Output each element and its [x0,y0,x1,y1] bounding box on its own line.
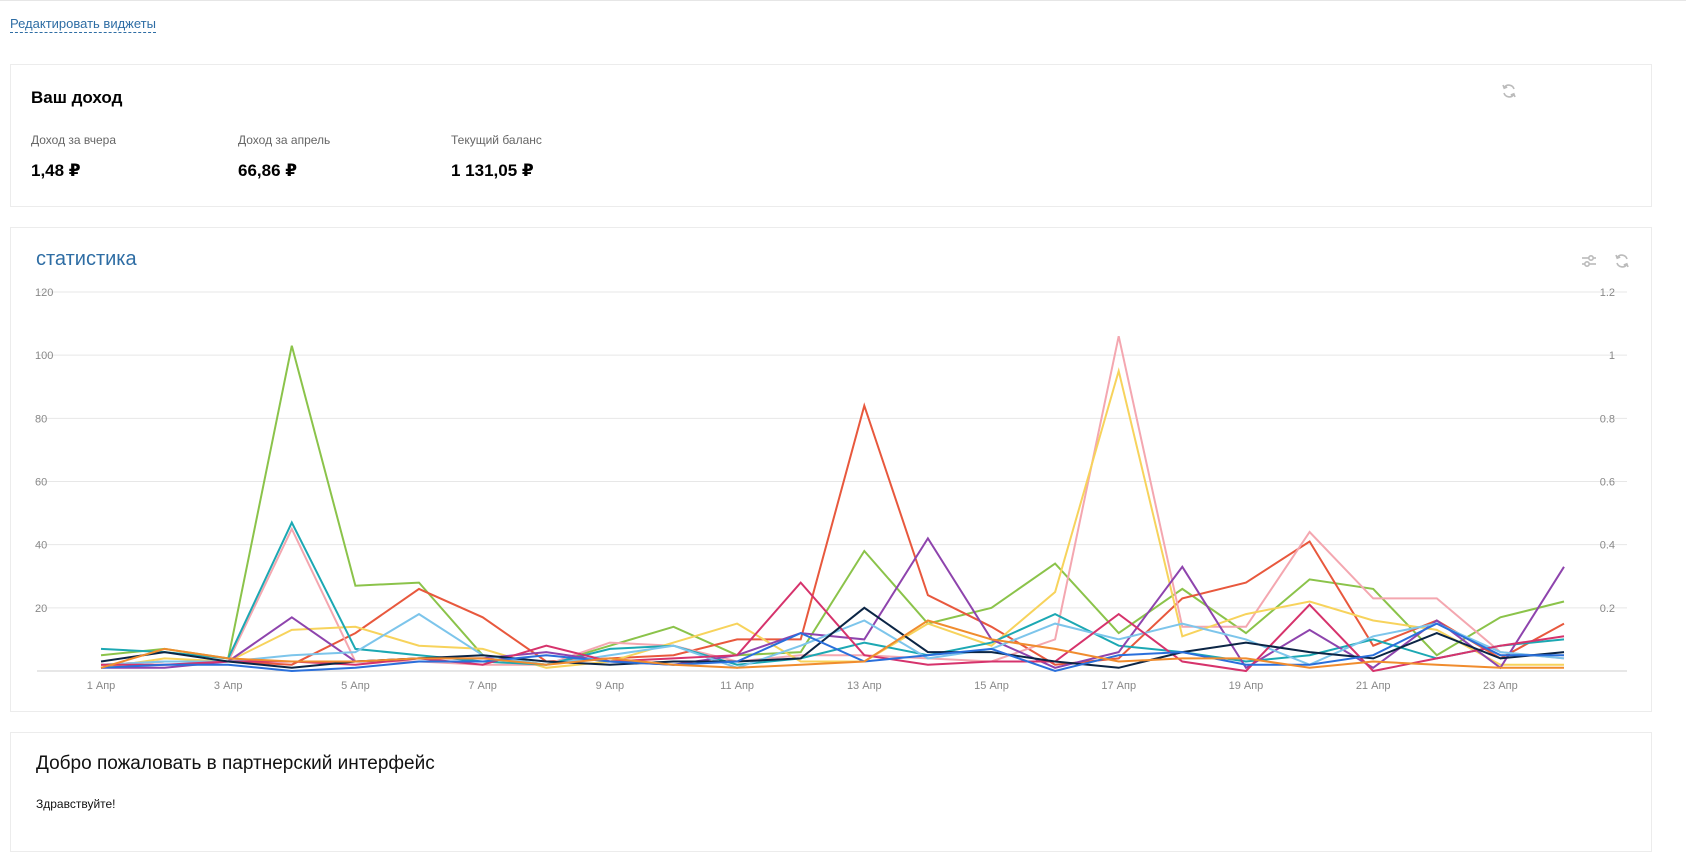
series-line-8 [100,606,1565,669]
series-line-0 [100,345,1565,666]
x-tick-label: 13 Апр [847,680,882,692]
series-line-5 [101,536,1565,670]
statistics-chart: 120 1.2 100 1 80 0.8 60 0.6 40 0.4 20 0.2 1 Апр 3 Апр… [35,287,1627,692]
y-tick-label-left: 100 [35,350,53,362]
series-line-2 [100,335,1565,666]
statistics-title[interactable]: статистика [36,248,137,270]
metric-month: Доход за апрель 66,86 ₽ [238,133,330,181]
refresh-icon[interactable] [1614,253,1630,269]
welcome-greeting: Здравствуйте! [36,797,116,811]
y-tick-label-left: 120 [35,287,53,299]
metric-label: Текущий баланс [451,133,542,147]
x-tick-label: 3 Апр [214,680,243,692]
metric-label: Доход за вчера [31,133,117,147]
y-tick-label-left: 80 [35,413,47,425]
welcome-title: Добро пожаловать в партнерский интерфейс [36,753,435,774]
y-tick-label-right: 1.2 [1600,287,1615,299]
x-tick-label: 11 Апр [720,680,754,692]
metric-yesterday: Доход за вчера 1,48 ₽ [31,133,116,181]
top-divider [0,0,1686,1]
y-tick-label-right: 1 [1609,350,1615,362]
edit-widgets-link[interactable]: Редактировать виджеты [10,16,156,33]
metric-balance: Текущий баланс 1 131,05 ₽ [451,133,542,181]
x-tick-label: 15 Апр [974,680,1009,692]
income-widget: Ваш доход Доход за вчера 1,48 ₽ Доход за… [10,64,1652,207]
x-tick-label: 9 Апр [596,680,625,692]
metric-label: Доход за апрель [238,133,331,147]
y-tick-label-right: 0.6 [1600,477,1615,489]
metric-value: 1,48 ₽ [31,161,81,180]
series-line-9 [100,622,1564,673]
y-tick-label-right: 0.2 [1600,603,1615,615]
metric-value: 66,86 ₽ [238,161,298,180]
y-tick-label-left: 40 [35,540,47,552]
sliders-icon[interactable] [1581,253,1597,269]
series-line-4 [100,520,1565,666]
series-line-1 [100,402,1565,666]
y-tick-label-right: 0.8 [1600,413,1615,425]
refresh-icon[interactable] [1501,83,1517,99]
x-tick-label: 17 Апр [1101,680,1136,692]
y-tick-label-left: 20 [35,603,47,615]
x-tick-label: 5 Апр [341,680,370,692]
metric-value: 1 131,05 ₽ [451,161,534,180]
welcome-widget: Добро пожаловать в партнерский интерфейс… [10,732,1652,852]
x-tick-label: 7 Апр [468,680,497,692]
y-tick-label-right: 0.4 [1600,540,1615,552]
income-title: Ваш доход [31,88,123,107]
x-tick-label: 23 Апр [1483,680,1518,692]
y-tick-label-left: 60 [35,477,47,489]
statistics-widget: 120 1.2 100 1 80 0.8 60 0.6 40 0.4 20 0.2 1 Апр 3 Апр… [10,227,1652,712]
x-tick-label: 19 Апр [1229,680,1264,692]
series-line-10 [100,619,1564,669]
x-tick-label: 21 Апр [1356,680,1391,692]
x-tick-label: 1 Апр [87,680,116,692]
series-line-7 [101,581,1565,673]
